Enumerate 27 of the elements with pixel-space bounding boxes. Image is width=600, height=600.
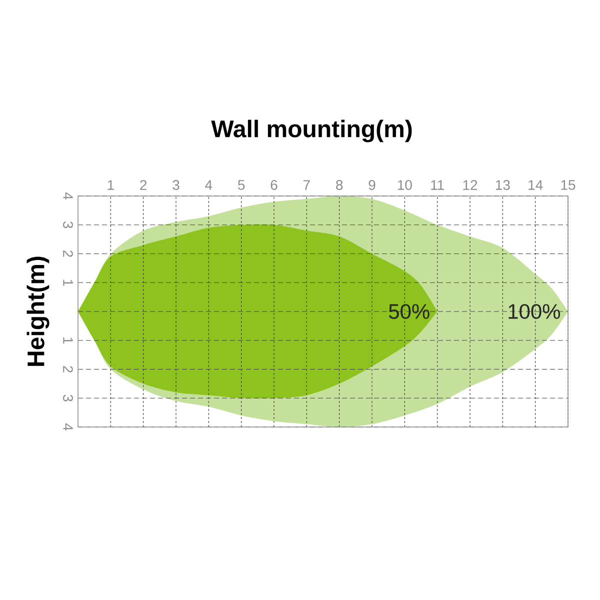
x-tick-label: 11 [431,180,444,190]
y-tick-label: 4 [63,423,73,430]
x-tick-label: 14 [528,180,543,190]
x-tick-label: 5 [238,180,245,190]
y-tick-label: 2 [63,366,73,372]
chart-title: Wall mounting(m) [211,120,412,142]
y-tick-label: 4 [63,192,73,200]
x-tick-label: 8 [336,180,343,190]
series-label: 50% [388,304,430,319]
series-label: 100% [508,304,560,319]
y-axis-title: Height(m) [26,256,50,366]
x-tick-label: 2 [140,180,147,190]
y-tick-label: 3 [63,394,73,402]
x-tick-label: 13 [496,180,510,190]
x-tick-label: 12 [463,180,478,190]
x-tick-label: 4 [205,180,212,190]
y-tick-label: 1 [63,280,73,286]
x-tick-label: 7 [303,180,310,190]
y-tick-label: 1 [63,338,73,344]
x-tick-label: 9 [368,180,376,190]
x-tick-label: 10 [398,180,412,190]
y-tick-label: 2 [63,250,73,257]
x-tick-label: 1 [108,180,114,190]
x-tick-label: 6 [270,180,278,190]
x-tick-label: 15 [561,180,576,190]
y-tick-label: 3 [63,222,73,228]
x-tick-label: 3 [172,180,180,190]
